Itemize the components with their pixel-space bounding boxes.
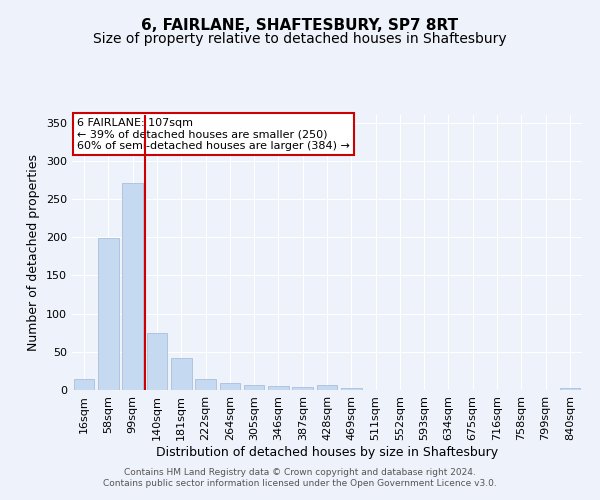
Bar — [292, 387, 313, 390]
Bar — [244, 386, 265, 390]
Bar — [341, 388, 362, 390]
Bar — [560, 388, 580, 390]
Bar — [268, 386, 289, 390]
Bar — [146, 332, 167, 390]
Text: 6, FAIRLANE, SHAFTESBURY, SP7 8RT: 6, FAIRLANE, SHAFTESBURY, SP7 8RT — [142, 18, 458, 32]
Text: Contains HM Land Registry data © Crown copyright and database right 2024.
Contai: Contains HM Land Registry data © Crown c… — [103, 468, 497, 487]
Bar — [171, 358, 191, 390]
Text: Size of property relative to detached houses in Shaftesbury: Size of property relative to detached ho… — [93, 32, 507, 46]
Bar — [317, 386, 337, 390]
Bar — [98, 238, 119, 390]
Text: 6 FAIRLANE: 107sqm
← 39% of detached houses are smaller (250)
60% of semi-detach: 6 FAIRLANE: 107sqm ← 39% of detached hou… — [77, 118, 350, 151]
X-axis label: Distribution of detached houses by size in Shaftesbury: Distribution of detached houses by size … — [156, 446, 498, 458]
Bar — [122, 183, 143, 390]
Bar — [195, 380, 216, 390]
Bar — [220, 383, 240, 390]
Bar — [74, 378, 94, 390]
Y-axis label: Number of detached properties: Number of detached properties — [28, 154, 40, 351]
